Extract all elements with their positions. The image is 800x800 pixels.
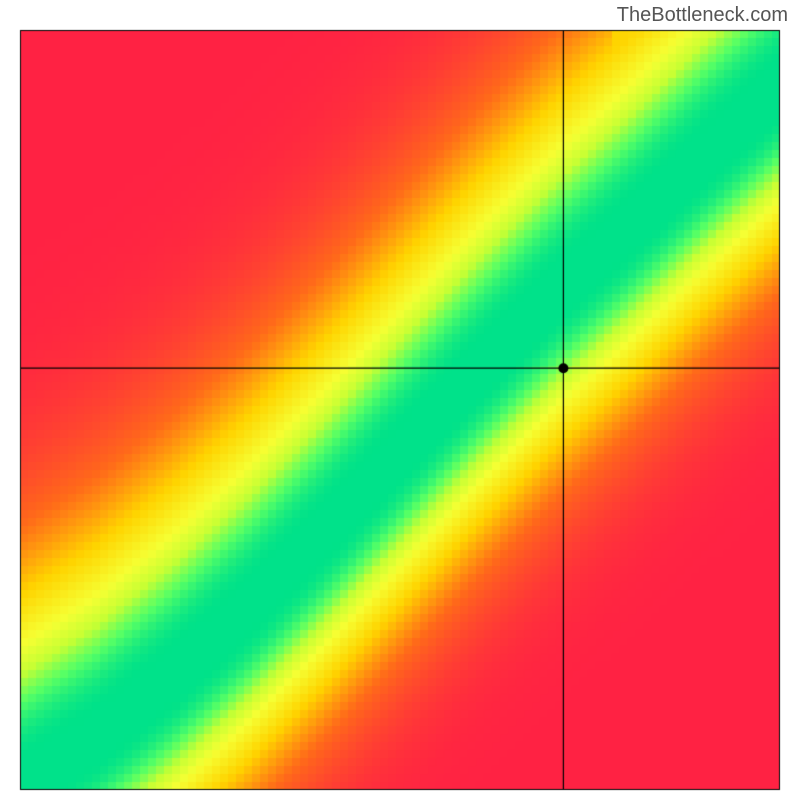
bottleneck-heatmap	[0, 0, 800, 800]
